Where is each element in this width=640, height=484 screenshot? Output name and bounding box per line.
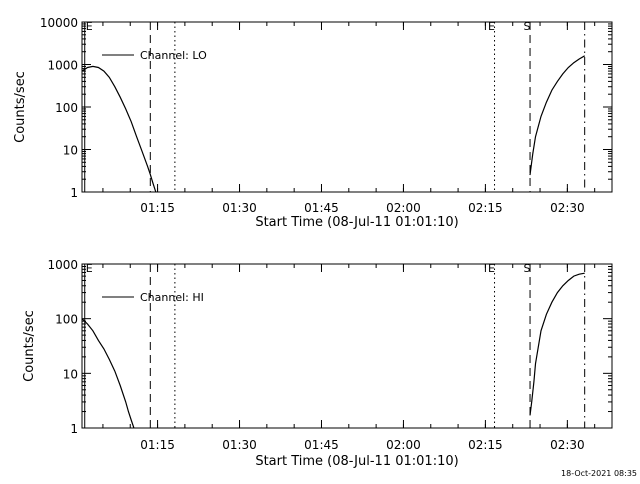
event-marker-label: E — [86, 20, 93, 33]
event-marker-label: E — [488, 20, 495, 33]
series-group — [82, 272, 585, 428]
x-tick-label: 02:00 — [386, 201, 421, 215]
x-tick-label: 01:15 — [140, 201, 175, 215]
series-line-segment — [82, 318, 135, 428]
legend-label: Channel: LO — [140, 49, 207, 62]
y-tick-label: 1000 — [47, 258, 78, 272]
series-line-segment — [529, 272, 585, 416]
x-tick-label: 02:00 — [386, 438, 421, 452]
y-tick-label: 1000 — [47, 59, 78, 73]
y-axis-label: Counts/sec — [13, 71, 28, 143]
x-tick-label: 02:15 — [468, 438, 503, 452]
x-tick-label: 01:30 — [222, 201, 257, 215]
y-tick-label: 10 — [63, 367, 78, 381]
x-tick-label: 02:30 — [550, 438, 585, 452]
y-tick-label: 100 — [55, 101, 78, 115]
x-tick-label: 02:15 — [468, 201, 503, 215]
x-tick-label: 01:45 — [304, 201, 339, 215]
x-tick-label: 01:30 — [222, 438, 257, 452]
plot-frame — [81, 21, 613, 193]
plot-frame — [81, 263, 613, 429]
y-tick-label: 1 — [70, 422, 78, 436]
y-axis-label: Counts/sec — [22, 310, 37, 382]
x-axis-label: Start Time (08-Jul-11 01:01:10) — [255, 215, 458, 230]
y-tick-label: 1 — [70, 186, 78, 200]
x-tick-label: 02:30 — [550, 201, 585, 215]
event-marker-label: S — [524, 20, 531, 33]
panel-channel-hi: 1 10 100 1000 01:15 01:30 01:45 02:00 02:15 02:30… — [22, 258, 613, 469]
x-axis-label: Start Time (08-Jul-11 01:01:10) — [255, 454, 458, 469]
event-marker-label: E — [86, 262, 93, 275]
y-tick-label: 100 — [55, 313, 78, 327]
footer-timestamp: 18-Oct-2021 08:35 — [561, 469, 637, 478]
event-marker-label: S — [524, 262, 531, 275]
series-group — [82, 55, 586, 192]
y-tick-label: 10 — [63, 144, 78, 158]
series-line-segment — [529, 55, 586, 176]
y-tick-label: 10000 — [40, 16, 78, 30]
legend-label: Channel: HI — [140, 291, 204, 304]
x-tick-label: 01:15 — [140, 438, 175, 452]
event-marker-label: E — [488, 262, 495, 275]
series-line-segment — [82, 65, 157, 192]
panel-channel-lo: 1 10 100 1000 10000 01:15 01:30 01:45 02:00 02:15… — [13, 16, 613, 230]
x-tick-label: 01:45 — [304, 438, 339, 452]
